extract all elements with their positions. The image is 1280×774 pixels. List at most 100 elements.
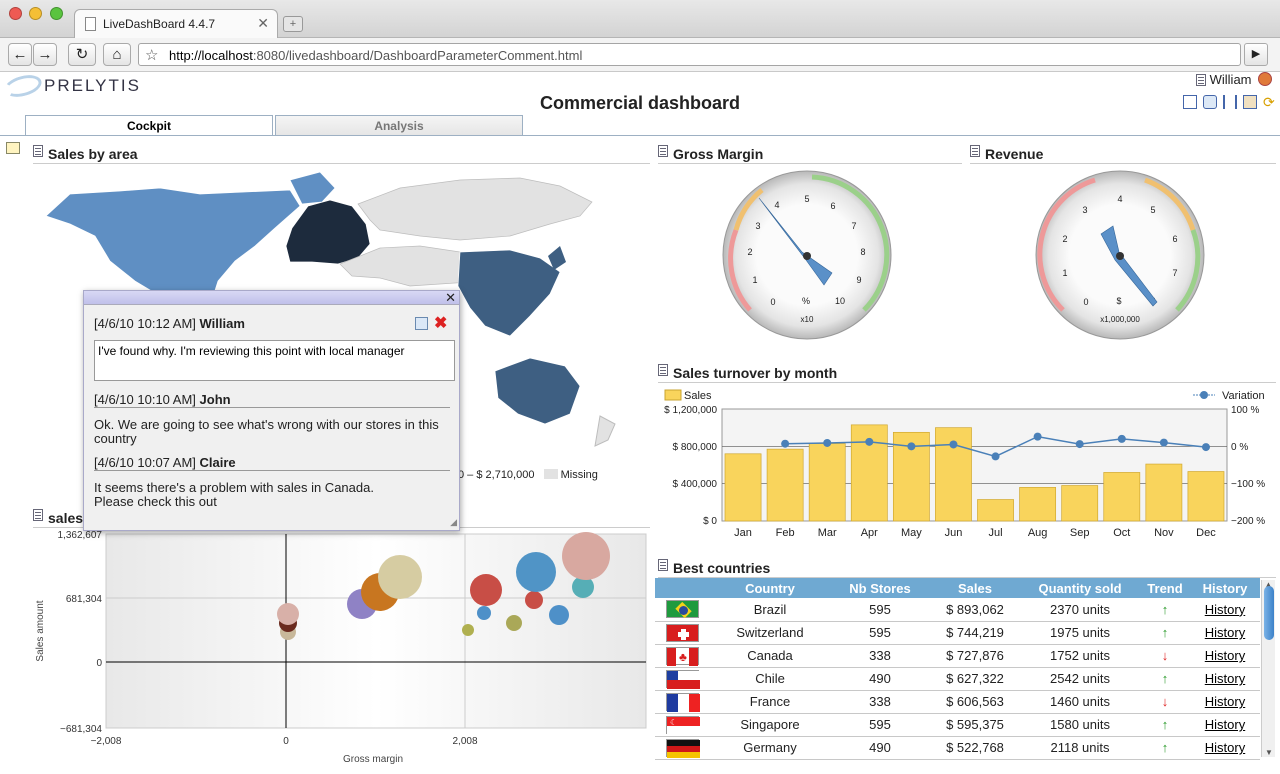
scrollbar-thumb[interactable]	[1264, 586, 1274, 640]
refresh-icon[interactable]: ⟳	[1263, 94, 1275, 110]
variation-point[interactable]	[949, 440, 958, 449]
trend-up-arrow-icon: ↑	[1161, 601, 1169, 617]
table-row[interactable]: Switzerland 595 $ 744,219 1975 units ↑ Histor…	[655, 621, 1260, 645]
table-row[interactable]: France 338 $ 606,563 1460 units ↓ History	[655, 690, 1260, 714]
bookmark-star-icon[interactable]: ☆	[145, 47, 159, 64]
back-button[interactable]: ←	[8, 43, 32, 66]
table-row[interactable]: Germany 490 $ 522,768 2118 units ↑ History	[655, 736, 1260, 760]
history-link[interactable]: History	[1204, 717, 1246, 732]
gross-margin-doc-icon[interactable]	[658, 145, 668, 157]
close-popup-icon[interactable]: ✕	[445, 290, 456, 305]
table-scrollbar[interactable]: ▲ ▼	[1261, 580, 1275, 757]
table-row[interactable]: ♣ Canada 338 $ 727,876 1752 units ↓ History	[655, 644, 1260, 668]
variation-point[interactable]	[781, 439, 790, 448]
browser-tab[interactable]: LiveDashBoard 4.4.7 ✕	[74, 9, 278, 39]
tab-cockpit[interactable]: Cockpit	[25, 115, 273, 136]
turnover-bar[interactable]	[724, 453, 762, 522]
turnover-xtick: Dec	[1196, 527, 1216, 539]
variation-point[interactable]	[1201, 443, 1210, 452]
comment-author: William	[199, 316, 245, 331]
turnover-bar[interactable]	[1187, 471, 1225, 522]
turnover-bar[interactable]	[808, 443, 846, 522]
best-countries-title: Best countries	[673, 560, 771, 576]
table-row[interactable]: Brazil 595 $ 893,062 2370 units ↑ History	[655, 598, 1260, 622]
history-link[interactable]: History	[1204, 601, 1246, 617]
reload-button[interactable]: ↻	[68, 43, 96, 66]
comments-icon[interactable]	[1203, 95, 1217, 109]
settings-icon[interactable]	[1223, 95, 1237, 109]
scrollbar-down-arrow[interactable]: ▼	[1265, 748, 1273, 757]
forward-button[interactable]: →	[33, 43, 57, 66]
home-button[interactable]: ⌂	[103, 43, 131, 66]
history-link[interactable]: History	[1204, 740, 1246, 755]
variation-point[interactable]	[865, 437, 874, 446]
col-quantity[interactable]: Quantity sold	[1020, 578, 1140, 598]
col-sales[interactable]: Sales	[930, 578, 1020, 598]
trend-up-arrow-icon: ↑	[1161, 740, 1169, 755]
turnover-bar[interactable]	[1019, 487, 1057, 522]
table-row[interactable]: ☾ Singapore 595 $ 595,375 1580 units ↑ History	[655, 713, 1260, 737]
bubble-ylabel: Sales amount	[35, 600, 46, 661]
gross-margin-gauge[interactable]: 0 1 2 3 4 5 6 7 8 9 10 % x10	[722, 170, 892, 340]
bubble-chart[interactable]: 1,362,607 681,304 0 −681,304 −2,008 0 2,…	[30, 528, 650, 768]
comment-popup-titlebar[interactable]	[84, 291, 459, 305]
resize-grip-icon[interactable]: ◢	[450, 517, 457, 527]
tab-analysis[interactable]: Analysis	[275, 115, 523, 136]
col-stores[interactable]: Nb Stores	[830, 578, 930, 598]
scrollbar-up-arrow[interactable]: ▲	[1264, 580, 1273, 589]
maximize-window-button[interactable]	[50, 7, 63, 20]
col-history[interactable]: History	[1190, 578, 1260, 598]
table-row[interactable]: Chile 490 $ 627,322 2542 units ↑ History	[655, 667, 1260, 691]
divider	[970, 163, 1276, 164]
col-country[interactable]: Country	[710, 578, 830, 598]
new-tab-button[interactable]: +	[283, 16, 303, 32]
gauge-label: 4	[774, 200, 779, 210]
pdf-export-icon[interactable]	[1243, 95, 1257, 109]
history-link[interactable]: History	[1204, 648, 1246, 663]
side-panel-toggle-icon[interactable]	[6, 142, 20, 154]
variation-point[interactable]	[823, 438, 832, 447]
history-link[interactable]: History	[1204, 625, 1246, 640]
turnover-bar[interactable]	[1145, 463, 1183, 522]
variation-point[interactable]	[991, 452, 1000, 461]
close-tab-icon[interactable]: ✕	[257, 15, 269, 31]
address-bar[interactable]: ☆ http://localhost:8080/livedashboard/Da…	[138, 43, 1241, 66]
revenue-gauge[interactable]: 0 1 2 3 4 5 6 7 8 $ x1,000,000	[1035, 170, 1205, 340]
comment-input[interactable]	[94, 340, 455, 381]
turnover-doc-icon[interactable]	[658, 364, 668, 376]
history-link[interactable]: History	[1204, 694, 1246, 709]
browser-tabstrip: LiveDashBoard 4.4.7 ✕ +	[0, 0, 1280, 39]
bubble	[562, 532, 610, 580]
variation-point[interactable]	[1117, 434, 1126, 443]
comment-author: John	[199, 392, 231, 407]
minimize-window-button[interactable]	[29, 7, 42, 20]
turnover-bar[interactable]	[766, 448, 804, 522]
revenue-doc-icon[interactable]	[970, 145, 980, 157]
variation-point[interactable]	[1075, 440, 1084, 449]
turnover-bar[interactable]	[1061, 485, 1099, 522]
bubble-doc-icon[interactable]	[33, 509, 43, 521]
sales-cell: $ 606,563	[930, 690, 1020, 714]
sales-by-area-doc-icon[interactable]	[33, 145, 43, 157]
map-asia-pacific	[457, 249, 561, 337]
turnover-chart[interactable]: Sales Variation $ 1,200,000 $ 800,000 $ …	[655, 385, 1275, 543]
history-link[interactable]: History	[1204, 671, 1246, 686]
logout-icon[interactable]	[1258, 72, 1273, 86]
variation-point[interactable]	[907, 442, 916, 451]
variation-point[interactable]	[1159, 438, 1168, 447]
world-map[interactable]	[40, 166, 640, 456]
quantity-cell: 1975 units	[1020, 621, 1140, 645]
col-trend[interactable]: Trend	[1140, 578, 1190, 598]
variation-point[interactable]	[1033, 432, 1042, 441]
delete-comment-icon[interactable]: ✖	[434, 315, 448, 332]
quantity-cell: 2370 units	[1020, 598, 1140, 622]
close-window-button[interactable]	[9, 7, 22, 20]
best-countries-doc-icon[interactable]	[658, 559, 668, 571]
comment-meta: [4/6/10 10:10 AM] John	[94, 392, 231, 407]
turnover-bar[interactable]	[1103, 472, 1141, 522]
layout-icon[interactable]	[1183, 95, 1197, 109]
stores-cell: 595	[830, 621, 930, 645]
go-button[interactable]: ▶	[1244, 43, 1268, 66]
turnover-bar[interactable]	[977, 499, 1014, 522]
save-comment-icon[interactable]	[415, 317, 428, 330]
